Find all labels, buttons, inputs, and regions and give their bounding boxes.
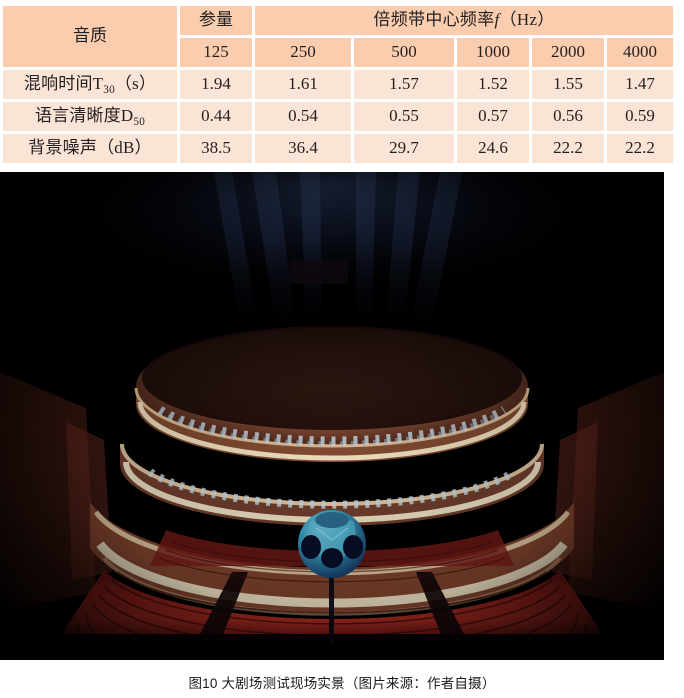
figure-caption: 图10 大剧场测试现场实景（图片来源：作者自摄） <box>188 676 496 691</box>
header-param: 参量 <box>180 6 252 35</box>
header-freq-125: 125 <box>180 38 252 67</box>
table-row: 混响时间T30（s） 1.94 1.61 1.57 1.52 1.55 1.47 <box>3 70 674 99</box>
theater-photo <box>0 172 664 660</box>
header-freq-250: 250 <box>255 38 351 67</box>
cell-value: 1.47 <box>607 70 674 99</box>
band-prefix: 倍频带中心频率 <box>373 10 495 30</box>
cell-value: 1.52 <box>457 70 529 99</box>
cell-value: 22.2 <box>607 134 674 163</box>
table-header-row-1: 音质 参量 倍频带中心频率f（Hz） <box>3 6 674 67</box>
cell-value: 1.61 <box>255 70 351 99</box>
table-row: 背景噪声（dB） 38.5 36.4 29.7 24.6 22.2 22.2 <box>3 134 674 163</box>
cell-value: 1.55 <box>532 70 604 99</box>
cell-value: 36.4 <box>255 134 351 163</box>
row-label-sub: 30 <box>103 83 115 96</box>
header-freq-500: 500 <box>354 38 454 67</box>
band-symbol-f: f <box>494 10 500 30</box>
cell-value: 29.7 <box>354 134 454 163</box>
header-octave-band: 倍频带中心频率f（Hz） <box>255 6 674 35</box>
cell-value: 1.57 <box>354 70 454 99</box>
cell-value: 22.2 <box>532 134 604 163</box>
header-freq-1000: 1000 <box>457 38 529 67</box>
photo-vignette <box>0 172 664 660</box>
cell-value: 0.54 <box>255 102 351 131</box>
acoustic-measurement-table: 音质 参量 倍频带中心频率f（Hz） 125 250 500 1000 2000… <box>0 3 674 166</box>
row-label-reverberation-time: 混响时间T30（s） <box>3 70 177 99</box>
theater-photo-illustration <box>0 172 664 660</box>
cell-value: 1.94 <box>180 70 252 99</box>
cell-value: 0.44 <box>180 102 252 131</box>
cell-value: 0.55 <box>354 102 454 131</box>
table-header-row-2: 125 250 500 1000 2000 4000 <box>3 38 674 67</box>
row-label-sub: 50 <box>133 115 146 128</box>
row-label-background-noise: 背景噪声（dB） <box>3 134 177 163</box>
table-row: 语言清晰度D50 0.44 0.54 0.55 0.57 0.56 0.59 <box>3 102 674 131</box>
header-quality: 音质 <box>3 6 177 67</box>
cell-value: 24.6 <box>457 134 529 163</box>
row-label-speech-definition: 语言清晰度D50 <box>3 102 177 131</box>
cell-value: 38.5 <box>180 134 252 163</box>
band-suffix: （Hz） <box>499 10 555 30</box>
header-freq-4000: 4000 <box>607 38 674 67</box>
cell-value: 0.59 <box>607 102 674 131</box>
header-freq-2000: 2000 <box>532 38 604 67</box>
table: 音质 参量 倍频带中心频率f（Hz） 125 250 500 1000 2000… <box>0 3 676 166</box>
cell-value: 0.56 <box>532 102 604 131</box>
cell-value: 0.57 <box>457 102 529 131</box>
